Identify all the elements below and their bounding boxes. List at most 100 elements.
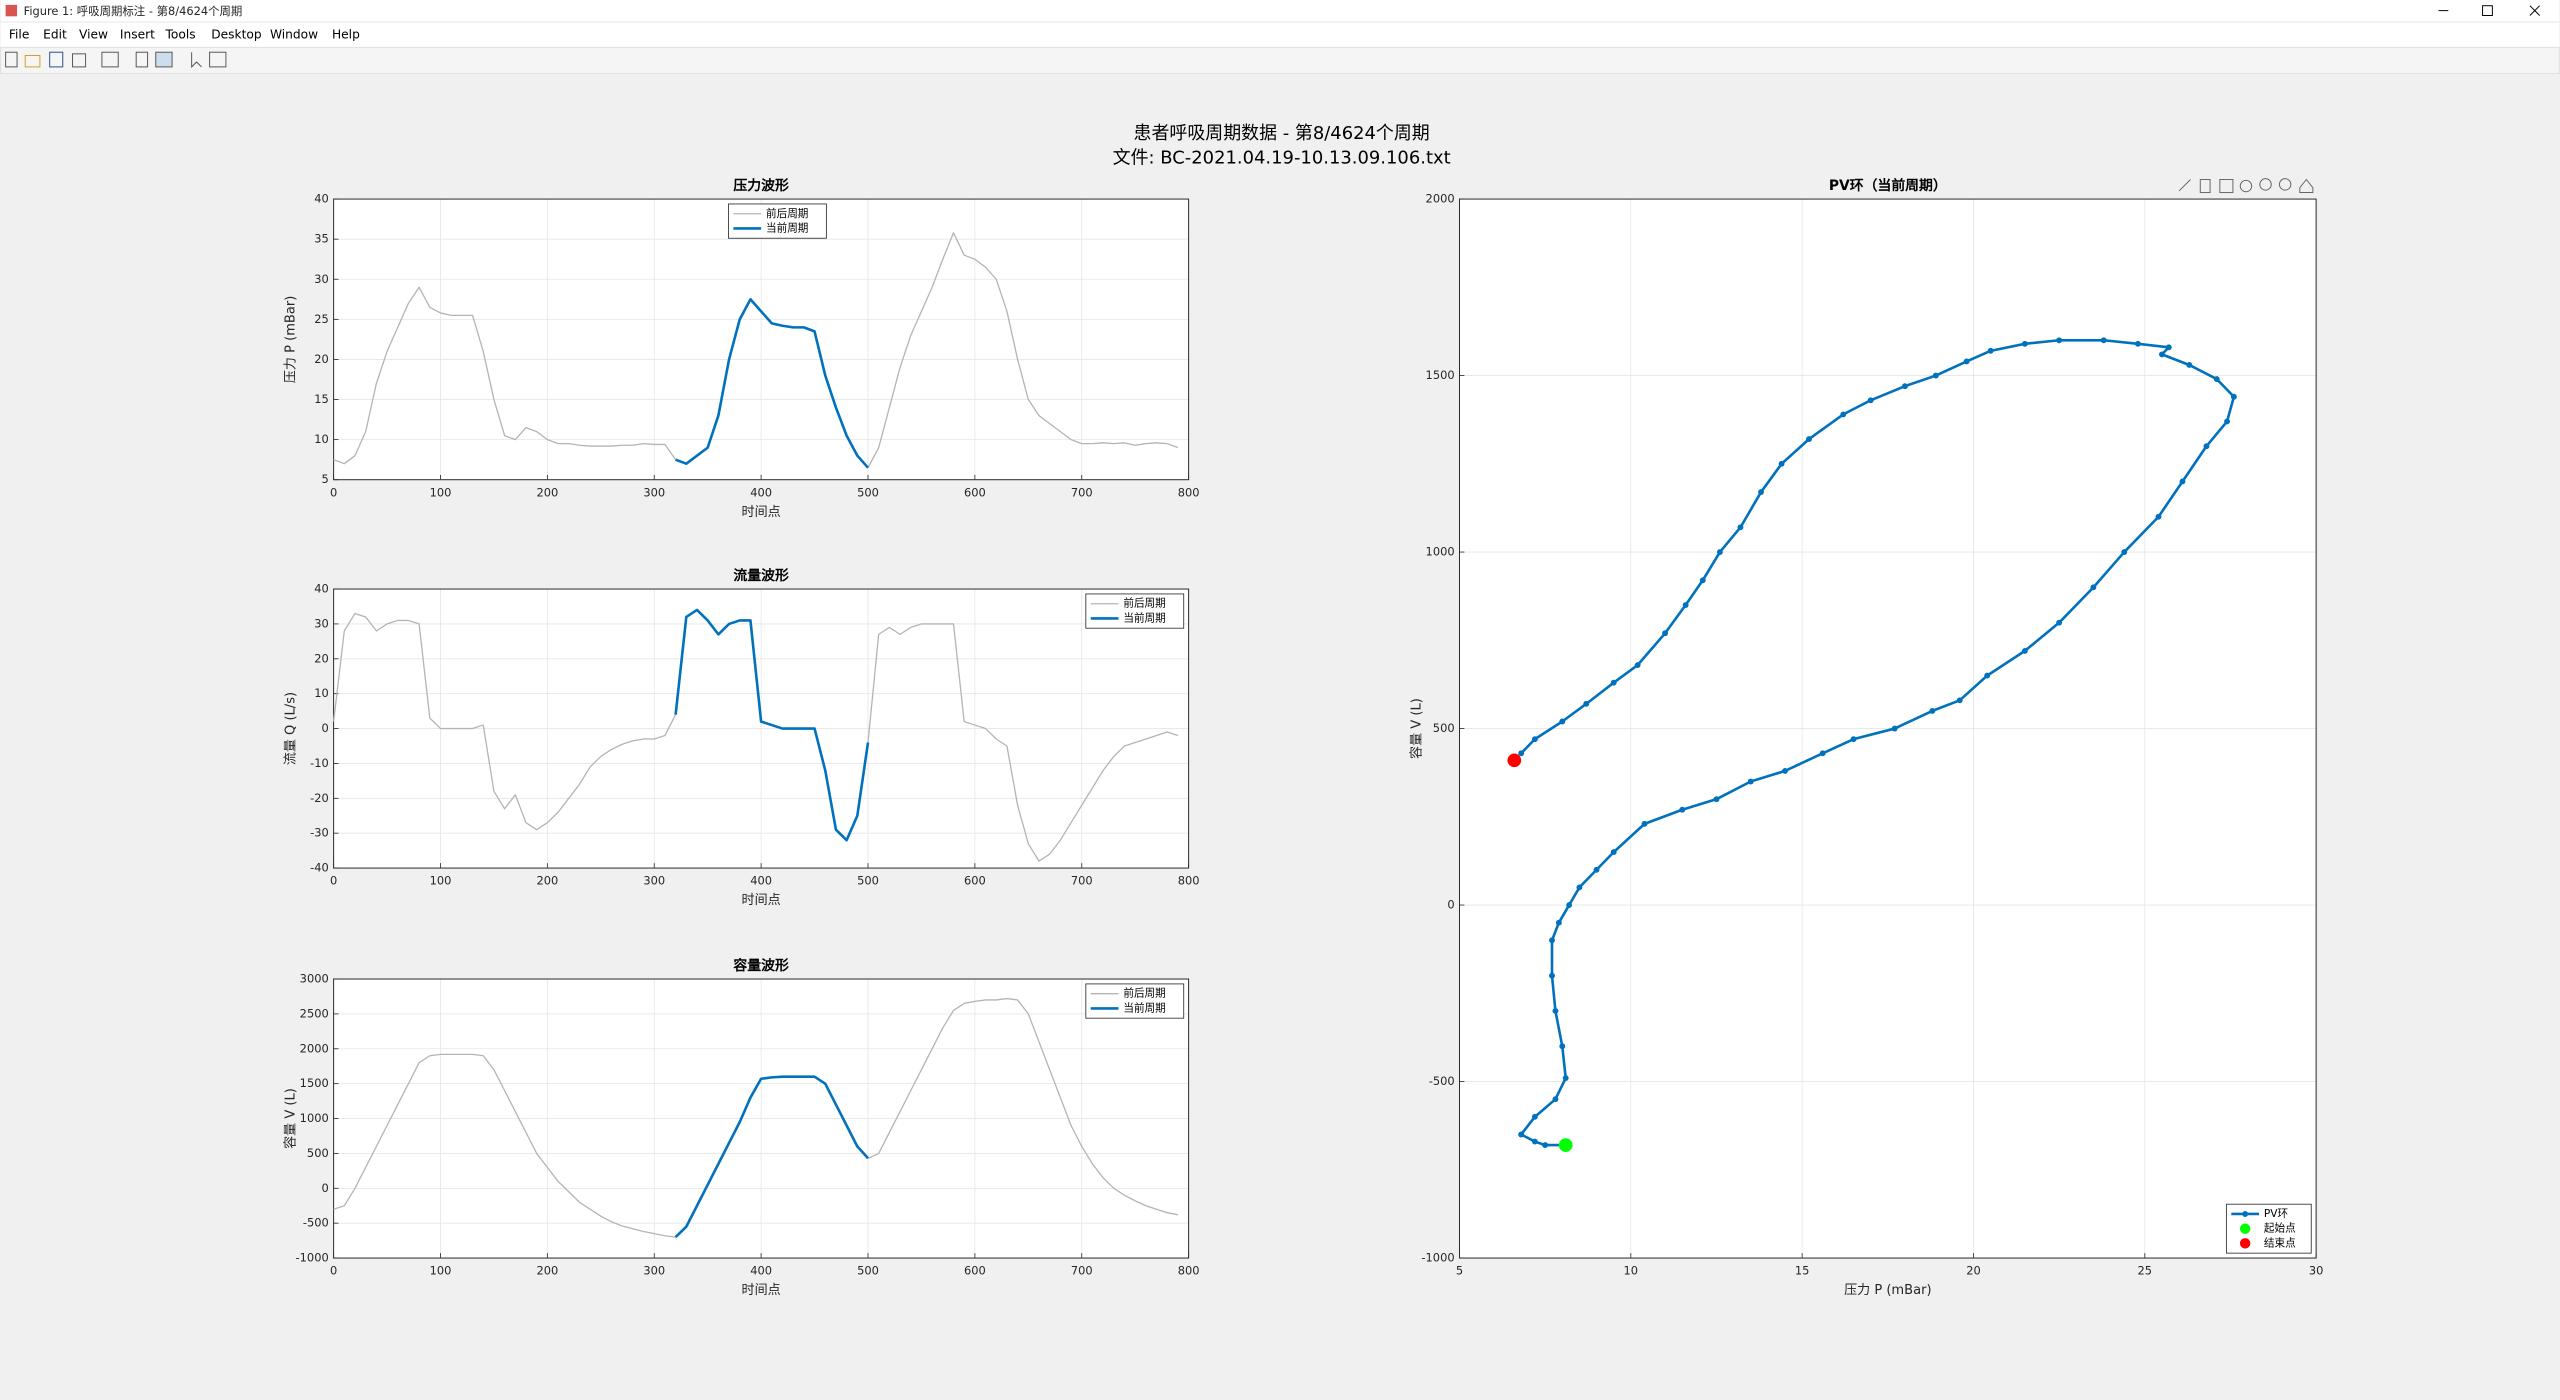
x-tick-label: 600: [964, 1264, 986, 1278]
brush-button[interactable]: [2199, 178, 2211, 194]
data-point: [1758, 489, 1764, 495]
data-point: [2213, 376, 2220, 383]
data-point: [2135, 340, 2141, 347]
data-point: [1562, 1075, 1569, 1081]
x-axis-label: 压力 P (mBar): [1844, 1283, 1931, 1298]
menu-item[interactable]: Help: [332, 28, 360, 42]
data-point: [1555, 919, 1562, 926]
toolbar: [0, 46, 2560, 74]
legend-label: 当前周期: [766, 221, 808, 234]
x-tick-label: 600: [964, 874, 986, 888]
legend-label: 起始点: [2264, 1222, 2296, 1235]
x-tick-label: 15: [1795, 1264, 1810, 1278]
property-button[interactable]: [209, 51, 227, 68]
x-axis-label: 时间点: [742, 505, 781, 520]
legend-marker: [2239, 1238, 2251, 1249]
y-tick-label: 1000: [1426, 545, 1455, 559]
menu-item[interactable]: Tools: [165, 28, 196, 42]
menu-item[interactable]: Edit: [43, 28, 67, 42]
x-tick-label: 0: [330, 485, 337, 499]
y-tick-label: 2000: [300, 1041, 329, 1055]
x-tick-label: 100: [430, 1264, 452, 1278]
save-button[interactable]: [49, 51, 64, 68]
menu-item[interactable]: File: [9, 28, 29, 42]
data-point: [1716, 549, 1723, 555]
y-tick-label: 1500: [1426, 368, 1455, 382]
x-tick-label: 400: [750, 874, 772, 888]
chart: 0 100 200 300 400 500 600 700 800 -1000 -500 0 500 10…: [283, 957, 1200, 1298]
zoom-in-button[interactable]: [2259, 178, 2272, 191]
legend-label: PV环: [2264, 1208, 2288, 1220]
data-point: [1987, 347, 1994, 354]
y-tick-label: 2500: [300, 1006, 329, 1020]
pointer-button[interactable]: [191, 52, 202, 69]
menu-item[interactable]: View: [79, 28, 108, 42]
menu-item[interactable]: Window: [270, 28, 318, 42]
axes-frame: [333, 978, 1190, 1259]
data-point: [1737, 524, 1744, 531]
x-tick-label: 30: [2309, 1264, 2324, 1278]
data-point: [2158, 351, 2165, 358]
y-tick-label: -500: [303, 1216, 329, 1230]
x-tick-label: 200: [536, 1264, 558, 1278]
x-tick-label: 200: [536, 874, 558, 888]
x-tick-label: 0: [330, 1264, 337, 1278]
y-tick-label: 1500: [300, 1076, 329, 1090]
data-point: [1782, 767, 1788, 774]
axes-frame: [333, 198, 1190, 481]
chart: 5 10 15 20 25 30 -1000 -500 0 500 1000 1500 2000 PV环（…: [1409, 177, 2324, 1298]
data-point: [1542, 1142, 1549, 1149]
data-point: [1531, 1113, 1538, 1120]
export-button[interactable]: [2178, 179, 2191, 192]
restore-button[interactable]: [2482, 5, 2493, 16]
data-point: [1593, 866, 1600, 873]
y-tick-label: 0: [321, 1181, 328, 1195]
close-button[interactable]: [2529, 5, 2541, 16]
chart-title: 压力波形: [733, 177, 789, 194]
menu-item[interactable]: Desktop: [211, 28, 262, 42]
legend-label: 前后周期: [766, 207, 808, 220]
legend-label: 当前周期: [1123, 611, 1165, 624]
y-tick-label: 30: [314, 272, 329, 286]
data-point: [1679, 806, 1686, 813]
y-tick-label: -20: [310, 791, 329, 805]
title-bar: [0, 0, 2560, 22]
data-point: [1549, 937, 1555, 944]
datatip-button[interactable]: [2219, 178, 2234, 194]
legend-label: 当前周期: [1123, 1001, 1165, 1014]
toolbar-buttons: [5, 51, 227, 69]
chart-title: 容量波形: [732, 957, 789, 974]
data-point: [1558, 1138, 1573, 1152]
menu-item[interactable]: Insert: [120, 28, 155, 42]
x-tick-label: 25: [2138, 1264, 2153, 1278]
open-button[interactable]: [24, 54, 41, 68]
dock-button[interactable]: [155, 51, 173, 68]
link-button[interactable]: [135, 51, 149, 68]
window-controls[interactable]: [2438, 5, 2541, 16]
new-button[interactable]: [5, 51, 18, 68]
data-point: [1531, 1138, 1538, 1145]
home-button[interactable]: [2299, 178, 2314, 194]
y-tick-label: 10: [314, 432, 329, 446]
data-point: [1713, 796, 1720, 803]
y-tick-label: 0: [321, 721, 328, 735]
data-point: [1850, 736, 1857, 743]
data-point: [2155, 513, 2162, 520]
pan-button[interactable]: [2239, 179, 2253, 193]
data-point: [1984, 672, 1991, 679]
chart: 0 100 200 300 400 500 600 700 800 -40 -30 -20 -10 0 10…: [284, 567, 1200, 908]
zoom-out-button[interactable]: [2278, 178, 2292, 191]
data-point: [1682, 602, 1689, 608]
print-preview-button[interactable]: [101, 51, 119, 68]
data-point: [1902, 383, 1908, 390]
x-tick-label: 10: [1624, 1264, 1639, 1278]
x-axis-label: 时间点: [742, 1283, 781, 1298]
legend-marker: [2242, 1211, 2249, 1217]
print-button[interactable]: [72, 53, 87, 68]
data-point: [1778, 460, 1785, 467]
data-point: [1891, 725, 1898, 732]
y-axis-label: 容量 V (L): [283, 1088, 299, 1149]
chart-title: 流量波形: [733, 567, 789, 584]
